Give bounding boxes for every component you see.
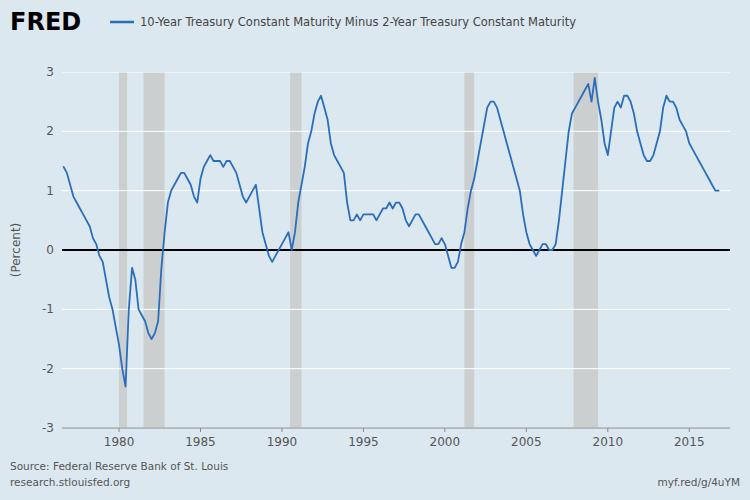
x-tick-label: 1990 — [267, 435, 298, 449]
x-tick — [119, 428, 120, 432]
logo-text: FRED — [10, 8, 81, 36]
x-tick-label: 1995 — [348, 435, 379, 449]
x-tick-label: 2010 — [593, 435, 624, 449]
y-tick-label: 1 — [46, 184, 54, 198]
grid-line — [62, 368, 730, 369]
x-tick-label: 1985 — [185, 435, 216, 449]
background — [0, 0, 750, 500]
grid-line — [62, 131, 730, 132]
y-tick-label: 2 — [46, 124, 54, 138]
source-text: research.stlouisfed.org — [10, 476, 130, 488]
x-tick-label: 1980 — [104, 435, 135, 449]
x-axis-line — [62, 428, 730, 429]
y-tick-label: -2 — [42, 362, 54, 376]
x-tick-label: 2005 — [511, 435, 542, 449]
series-line — [64, 78, 719, 387]
legend-swatch — [110, 21, 134, 24]
chart: FRED 10-Year Treasury Constant Maturity M… — [0, 0, 750, 500]
x-tick — [607, 428, 608, 432]
grid-line — [62, 428, 730, 429]
x-tick — [689, 428, 690, 432]
link-text: myf.red/g/4uYM — [658, 476, 740, 488]
x-tick — [363, 428, 364, 432]
x-tick — [444, 428, 445, 432]
y-tick-label: -1 — [42, 302, 54, 316]
y-tick-label: 0 — [46, 243, 54, 257]
x-tick — [200, 428, 201, 432]
x-tick-label: 2000 — [430, 435, 461, 449]
source-text: Source: Federal Reserve Bank of St. Loui… — [10, 460, 228, 472]
grid-line — [62, 72, 730, 73]
legend-label: 10-Year Treasury Constant Maturity Minus… — [140, 15, 576, 29]
x-tick-label: 2015 — [674, 435, 705, 449]
y-axis-label: (Percent) — [9, 223, 23, 278]
legend: 10-Year Treasury Constant Maturity Minus… — [110, 15, 576, 29]
plot-area — [62, 72, 730, 428]
x-tick — [526, 428, 527, 432]
grid-line — [62, 309, 730, 310]
grid-line — [62, 190, 730, 191]
y-tick-label: -3 — [42, 421, 54, 435]
y-tick-label: 3 — [46, 65, 54, 79]
x-tick — [281, 428, 282, 432]
